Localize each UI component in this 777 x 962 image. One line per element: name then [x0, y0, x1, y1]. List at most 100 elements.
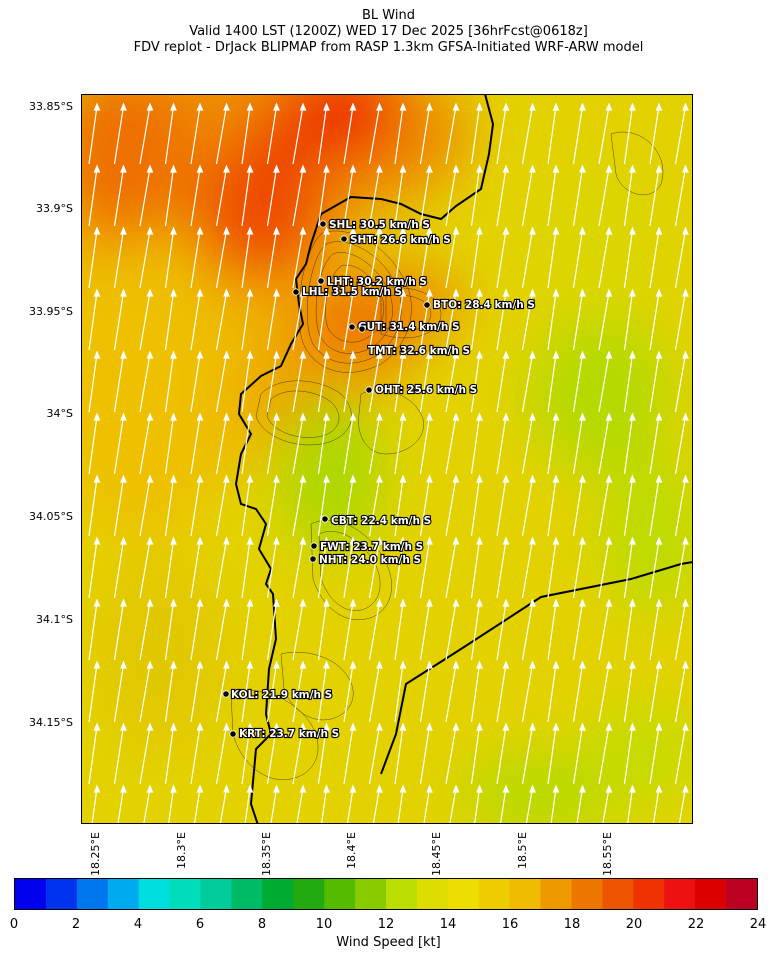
- wind-arrow: [266, 415, 278, 475]
- wind-arrow: [445, 291, 457, 351]
- wind-arrowhead: [93, 660, 101, 669]
- colorbar-segment: [200, 879, 232, 909]
- wind-arrowhead: [552, 288, 560, 297]
- wind-arrowhead: [223, 102, 230, 111]
- wind-arrow: [241, 105, 251, 165]
- wind-arrowhead: [452, 722, 460, 731]
- station-dot-bto: [423, 301, 431, 309]
- wind-arrowhead: [170, 536, 177, 545]
- wind-arrow: [623, 601, 634, 661]
- wind-arrow: [496, 167, 507, 227]
- wind-arrowhead: [502, 102, 510, 111]
- wind-arrowhead: [196, 288, 204, 297]
- wind-arrowhead: [426, 784, 433, 793]
- wind-arrow: [317, 105, 328, 165]
- wind-arrow: [113, 229, 125, 289]
- wind-arrow: [649, 229, 660, 289]
- wind-arrowhead: [146, 350, 154, 359]
- wind-arrow: [292, 105, 304, 165]
- wind-arrowhead: [246, 288, 254, 297]
- wind-arrowhead: [170, 784, 177, 793]
- wind-arrowhead: [426, 412, 433, 421]
- wind-arrow: [266, 167, 278, 227]
- wind-arrowhead: [299, 102, 307, 111]
- wind-arrowhead: [223, 598, 230, 607]
- wind-arrowhead: [655, 350, 663, 359]
- wind-arrowhead: [196, 784, 204, 793]
- wind-arrow: [241, 663, 251, 723]
- wind-arrowhead: [579, 226, 586, 235]
- wind-arrowhead: [146, 784, 154, 793]
- wind-arrowhead: [196, 412, 204, 421]
- lat-label: 34.05°S: [29, 510, 73, 523]
- wind-arrow: [164, 105, 175, 165]
- wind-arrow: [547, 539, 557, 599]
- wind-arrow: [496, 725, 507, 785]
- wind-arrowhead: [552, 412, 560, 421]
- wind-arrowhead: [299, 660, 307, 669]
- wind-arrow: [649, 663, 660, 723]
- wind-arrowhead: [655, 722, 663, 731]
- wind-arrow: [241, 229, 251, 289]
- wind-arrowhead: [529, 660, 536, 669]
- wind-arrowhead: [273, 102, 280, 111]
- wind-arrow: [394, 725, 404, 785]
- wind-arrowhead: [246, 784, 254, 793]
- lat-label: 34.15°S: [29, 716, 73, 729]
- wind-arrowhead: [323, 474, 330, 483]
- wind-arrow: [521, 105, 534, 165]
- wind-arrow: [394, 539, 404, 599]
- wind-arrowhead: [476, 474, 483, 483]
- wind-arrowhead: [146, 474, 154, 483]
- wind-arrow: [674, 477, 687, 537]
- wind-arrowhead: [120, 474, 127, 483]
- wind-arrow: [113, 105, 125, 165]
- colorbar-label: Wind Speed [kt]: [336, 935, 441, 950]
- wind-arrowhead: [399, 660, 407, 669]
- wind-arrowhead: [323, 350, 330, 359]
- wind-arrowhead: [529, 722, 536, 731]
- wind-arrowhead: [273, 164, 280, 173]
- wind-arrow: [343, 167, 354, 227]
- wind-arrow: [572, 725, 584, 785]
- wind-arrow: [292, 353, 304, 413]
- wind-arrowhead: [323, 102, 330, 111]
- wind-arrowhead: [120, 412, 127, 421]
- wind-arrow: [547, 229, 557, 289]
- wind-arrowhead: [529, 536, 536, 545]
- wind-arrowhead: [579, 288, 586, 297]
- station-label-bto: BTO: 28.4 km/h S: [433, 299, 535, 311]
- wind-arrowhead: [246, 226, 254, 235]
- wind-arrowhead: [323, 288, 330, 297]
- wind-arrowhead: [399, 164, 407, 173]
- wind-arrow: [547, 415, 557, 475]
- wind-arrowhead: [349, 102, 357, 111]
- wind-arrowhead: [682, 784, 689, 793]
- wind-arrow: [521, 415, 534, 475]
- wind-arrow: [372, 787, 381, 824]
- wind-arrowhead: [655, 102, 663, 111]
- wind-arrowhead: [452, 288, 460, 297]
- wind-arrow: [419, 353, 431, 413]
- wind-arrowhead: [93, 226, 101, 235]
- wind-arrowhead: [629, 536, 636, 545]
- wind-arrowhead: [605, 474, 613, 483]
- wind-arrow: [449, 787, 457, 824]
- colorbar-tick-label: 22: [687, 917, 705, 932]
- wind-arrow: [419, 725, 431, 785]
- wind-arrowhead: [452, 350, 460, 359]
- wind-arrow: [241, 415, 251, 475]
- wind-arrowhead: [223, 784, 230, 793]
- wind-arrowhead: [682, 474, 689, 483]
- lon-label: 18.45°E: [430, 832, 443, 876]
- wind-arrowhead: [629, 164, 636, 173]
- wind-arrowhead: [605, 412, 613, 421]
- wind-arrowhead: [93, 102, 101, 111]
- wind-arrow: [445, 539, 457, 599]
- wind-arrow: [470, 725, 481, 785]
- wind-arrow: [190, 167, 201, 227]
- wind-arrowhead: [452, 102, 460, 111]
- map-frame: [81, 94, 693, 824]
- wind-arrow: [445, 415, 457, 475]
- wind-arrowhead: [476, 102, 483, 111]
